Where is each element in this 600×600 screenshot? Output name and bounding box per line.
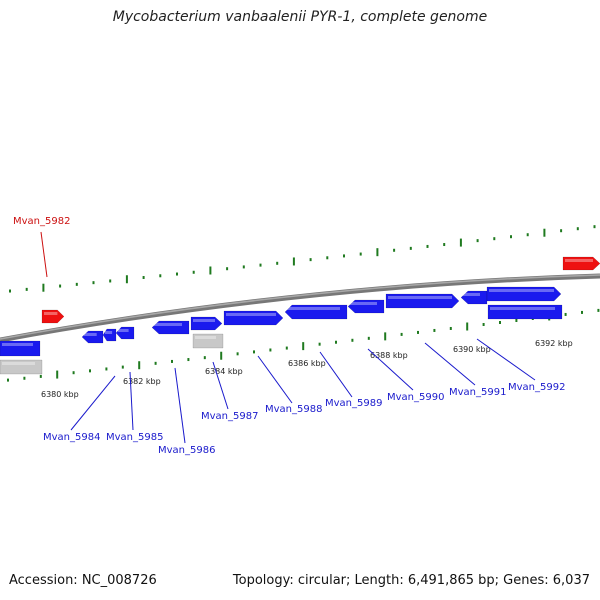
scale-labels: 6380 kbp 6382 kbp 6384 kbp 6386 kbp 6388… (41, 339, 573, 399)
gene-mvan-5987-grey[interactable] (192, 333, 224, 349)
gene-mvan-5988-shine (226, 313, 276, 316)
gene-label-mvan-5985[interactable]: Mvan_5985 (106, 432, 163, 443)
gene-block-left-grey[interactable] (0, 359, 43, 375)
gene-right-red-shine (565, 259, 593, 262)
diagram-title: Mycobacterium vanbaalenii PYR-1, complet… (112, 9, 488, 25)
tick-label-6384: 6384 kbp (205, 367, 243, 376)
gene-mvan-5982-shine (44, 312, 58, 315)
outer-tick-ring (9, 225, 596, 293)
gene-mvan-5985b[interactable] (115, 326, 135, 340)
gene-block-left[interactable] (0, 340, 41, 357)
tick-label-6382: 6382 kbp (123, 377, 161, 386)
gene-mvan-5982[interactable] (41, 309, 65, 324)
gene-mvan-5985b-shine (118, 329, 129, 332)
gene-mvan-5989-shine (287, 307, 340, 310)
gene-mvan-5990[interactable] (347, 299, 385, 314)
gene-right-red[interactable] (562, 256, 600, 271)
gene-track (0, 256, 600, 375)
gene-mvan-5987-shine (193, 319, 215, 322)
gene-mvan-5991b-shine (463, 293, 480, 296)
gene-mvan-5992b[interactable] (487, 304, 563, 320)
gene-label-mvan-5992[interactable]: Mvan_5992 (508, 382, 565, 393)
gene-mvan-5992[interactable] (486, 286, 562, 302)
gene-mvan-5987-grey-shine (195, 336, 216, 339)
gene-label-mvan-5988[interactable]: Mvan_5988 (265, 404, 322, 415)
gene-label-mvan-5990[interactable]: Mvan_5990 (387, 392, 444, 403)
gene-label-mvan-5982[interactable]: Mvan_5982 (13, 216, 70, 227)
gene-mvan-5991b[interactable] (460, 290, 488, 305)
gene-label-mvan-5984[interactable]: Mvan_5984 (43, 432, 100, 443)
genome-stats-text: Topology: circular; Length: 6,491,865 bp… (232, 573, 590, 588)
gene-mvan-5986-shine (154, 323, 182, 326)
gene-label-mvan-5987[interactable]: Mvan_5987 (201, 411, 258, 422)
gene-mvan-5986[interactable] (151, 320, 190, 335)
gene-mvan-5992-shine (489, 289, 554, 292)
tick-label-6380: 6380 kbp (41, 390, 79, 399)
leader-lines (40, 231, 536, 444)
gene-mvan-5990-shine (350, 302, 377, 305)
genome-backbone-highlight (0, 274, 600, 340)
genome-backbone (0, 273, 600, 343)
accession-text: Accession: NC_008726 (9, 573, 157, 588)
gene-mvan-5989[interactable] (284, 304, 348, 320)
gene-mvan-5985[interactable] (102, 328, 117, 342)
gene-label-mvan-5991[interactable]: Mvan_5991 (449, 387, 506, 398)
tick-label-6390: 6390 kbp (453, 345, 491, 354)
tick-label-6388: 6388 kbp (370, 351, 408, 360)
gene-mvan-5984[interactable] (81, 330, 104, 344)
gene-mvan-5988[interactable] (223, 310, 284, 326)
gene-mvan-5985-shine (105, 331, 113, 334)
gene-mvan-5984-shine (84, 333, 97, 336)
gene-labels: Mvan_5982 Mvan_5984 Mvan_5985 Mvan_5986 … (13, 216, 565, 456)
gene-block-left-shine (2, 343, 33, 346)
inner-tick-ring (7, 308, 600, 382)
gene-mvan-5991-shine (388, 296, 452, 299)
gene-mvan-5987[interactable] (190, 316, 223, 331)
tick-label-6392: 6392 kbp (535, 339, 573, 348)
gene-label-mvan-5989[interactable]: Mvan_5989 (325, 398, 382, 409)
gene-mvan-5991[interactable] (385, 293, 460, 309)
tick-label-6386: 6386 kbp (288, 359, 326, 368)
gene-label-mvan-5986[interactable]: Mvan_5986 (158, 445, 215, 456)
gene-block-left-grey-shine (2, 362, 35, 365)
gene-mvan-5992b-shine (490, 307, 555, 310)
